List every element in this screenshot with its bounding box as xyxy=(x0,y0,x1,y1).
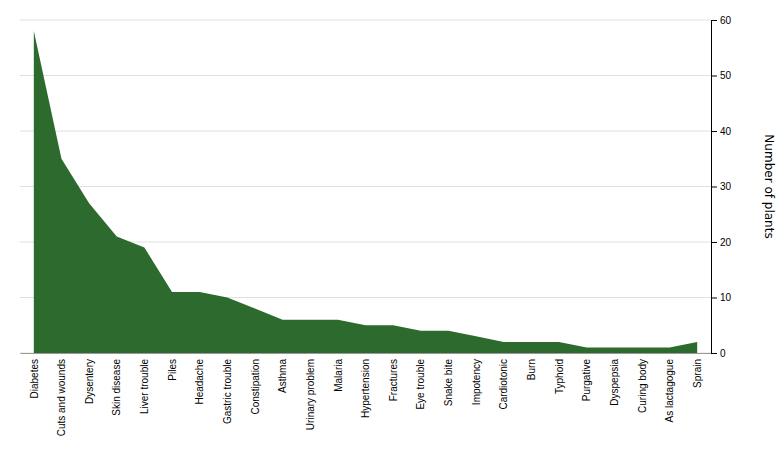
x-tick: Hypertension xyxy=(360,359,371,418)
x-tick: Asthma xyxy=(277,359,288,393)
x-tick-label: Hypertension xyxy=(360,359,371,418)
x-tick-label: Diabetes xyxy=(29,359,40,398)
y-tick: 0 xyxy=(711,348,726,359)
x-tick-label: Malaria xyxy=(333,359,344,392)
plot: Diabetes Cuts and wounds Dysentery Skin dis… xyxy=(20,15,732,437)
x-tick: Urinary problem xyxy=(305,359,316,430)
chart: Diabetes Cuts and wounds Dysentery Skin dis… xyxy=(0,0,781,463)
x-tick: Constipation xyxy=(250,359,261,415)
x-tick-label: Burn xyxy=(526,359,537,380)
y-tick-label: 40 xyxy=(720,126,732,137)
x-tick-label: Eye trouble xyxy=(415,359,426,410)
x-tick-label: Urinary problem xyxy=(305,359,316,430)
x-tick: Cardiotonic xyxy=(498,359,509,410)
x-tick: Eye trouble xyxy=(415,359,426,410)
x-tick-label: Liver trouble xyxy=(139,359,150,414)
grid xyxy=(20,20,711,353)
y-tick-mark xyxy=(711,242,717,243)
y-tick: 10 xyxy=(711,292,732,303)
y-tick-label: 20 xyxy=(720,237,732,248)
y-tick: 50 xyxy=(711,70,732,81)
grid-line xyxy=(20,131,711,132)
x-tick-label: Dyspepsia xyxy=(609,359,620,406)
x-tick: Sprain xyxy=(692,359,703,388)
x-tick: Snake bite xyxy=(443,359,454,407)
x-tick: Typhoid xyxy=(554,359,565,394)
area xyxy=(34,31,697,353)
y-tick-label: 50 xyxy=(720,70,732,81)
x-tick: Purgative xyxy=(581,359,592,402)
x-tick-label: Skin disease xyxy=(111,359,122,416)
x-tick-label: Snake bite xyxy=(443,359,454,407)
grid-line xyxy=(20,20,711,21)
x-tick-label: Asthma xyxy=(277,359,288,393)
y-tick: 40 xyxy=(711,126,732,137)
x-tick-label: Sprain xyxy=(692,359,703,388)
x-tick-label: As lactagogue xyxy=(664,359,675,423)
y-tick-label: 0 xyxy=(720,348,726,359)
y-tick-label: 60 xyxy=(720,15,732,26)
y-tick-mark xyxy=(711,131,717,132)
x-axis-line xyxy=(21,353,712,354)
x-tick-label: Constipation xyxy=(250,359,261,415)
y-tick-mark xyxy=(711,353,717,354)
grid-line xyxy=(20,75,711,76)
y-tick-mark xyxy=(711,76,717,77)
y-tick: 30 xyxy=(711,181,732,192)
x-tick-label: Curing body xyxy=(637,359,648,413)
y-tick: 60 xyxy=(711,15,732,26)
x-tick: Malaria xyxy=(333,359,344,392)
x-tick: Dyspepsia xyxy=(609,359,620,406)
x-tick-label: Fractures xyxy=(388,359,399,401)
x-tick: Gastric trouble xyxy=(222,359,233,424)
x-tick-label: Piles xyxy=(167,359,178,381)
y-tick-mark xyxy=(711,187,717,188)
x-tick: Impotency xyxy=(471,359,482,405)
x-tick: Liver trouble xyxy=(139,359,150,414)
marks xyxy=(34,31,697,353)
y-axis: 0 10 20 30 40 50 60 xyxy=(711,15,732,359)
y-tick-mark xyxy=(711,20,717,21)
x-tick: Burn xyxy=(526,359,537,380)
x-tick-label: Purgative xyxy=(581,359,592,402)
x-tick-label: Gastric trouble xyxy=(222,359,233,424)
x-tick: Dysentery xyxy=(84,359,95,404)
x-tick: Skin disease xyxy=(111,359,122,416)
x-tick: Fractures xyxy=(388,359,399,401)
x-axis: Diabetes Cuts and wounds Dysentery Skin dis… xyxy=(21,354,712,437)
x-tick: Cuts and wounds xyxy=(56,359,67,436)
grid-line xyxy=(20,186,711,187)
x-tick-label: Headache xyxy=(194,359,205,405)
y-axis-line xyxy=(712,21,718,354)
x-tick-label: Cardiotonic xyxy=(498,359,509,410)
x-tick-label: Typhoid xyxy=(554,359,565,394)
x-tick-label: Impotency xyxy=(471,359,482,405)
y-tick-label: 30 xyxy=(720,181,732,192)
x-tick: Headache xyxy=(194,359,205,405)
x-tick-label: Dysentery xyxy=(84,359,95,404)
x-tick: As lactagogue xyxy=(664,359,675,423)
x-tick-label: Cuts and wounds xyxy=(56,359,67,436)
y-tick-label: 10 xyxy=(720,292,732,303)
x-tick: Piles xyxy=(167,359,178,381)
y-axis-title: Number of plants xyxy=(762,134,776,238)
x-tick: Diabetes xyxy=(29,359,40,398)
y-tick: 20 xyxy=(711,237,732,248)
x-tick: Curing body xyxy=(637,359,648,413)
y-tick-mark xyxy=(711,298,717,299)
